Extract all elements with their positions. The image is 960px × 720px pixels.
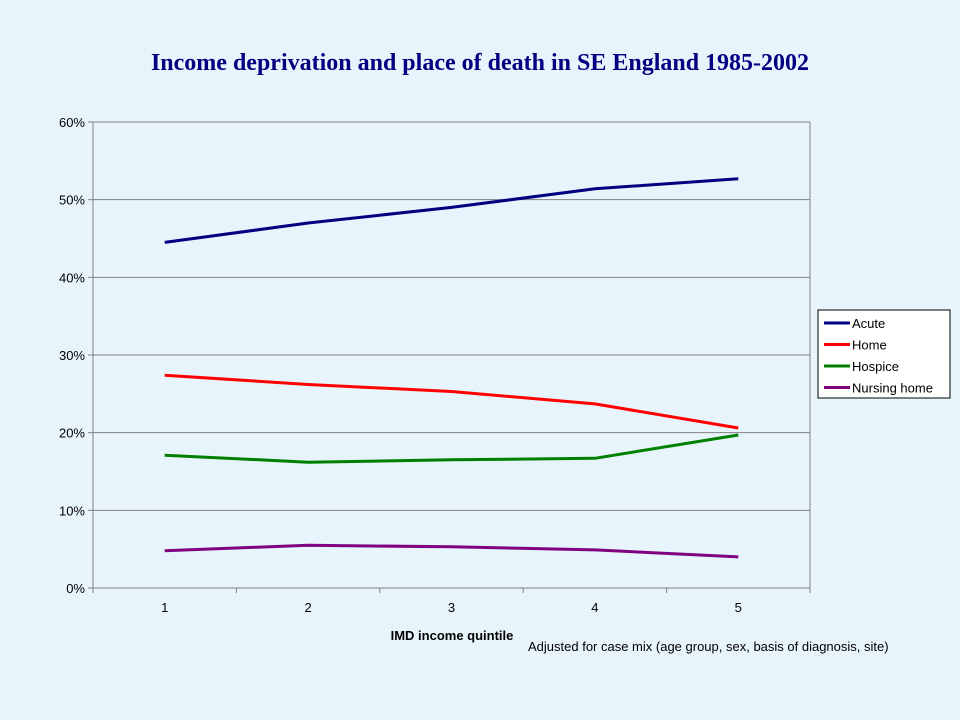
x-tick-label: 1 — [161, 600, 168, 615]
legend-label: Hospice — [852, 359, 899, 374]
y-tick-label: 20% — [59, 426, 85, 441]
y-axis-ticks: 0% 10% 20% 30% 40% 50% 60% — [59, 115, 93, 596]
series-lines — [164, 177, 739, 559]
series-line-hospice — [164, 433, 739, 464]
legend-label: Home — [852, 338, 887, 353]
legend: Acute Home Hospice Nursing home — [817, 309, 951, 399]
chart-note: Adjusted for case mix (age group, sex, b… — [528, 639, 889, 654]
y-tick-label: 50% — [59, 193, 85, 208]
x-tick-label: 3 — [448, 600, 455, 615]
y-tick-label: 60% — [59, 115, 85, 130]
x-tick-label: 2 — [304, 600, 311, 615]
chart-title: Income deprivation and place of death in… — [150, 50, 810, 76]
x-tick-label: 4 — [591, 600, 598, 615]
x-axis-label: IMD income quintile — [391, 628, 514, 643]
y-tick-label: 0% — [66, 581, 85, 596]
y-tick-label: 30% — [59, 348, 85, 363]
x-tick-label: 5 — [735, 600, 742, 615]
x-axis-ticks: 1 2 3 4 5 — [92, 588, 811, 615]
y-tick-label: 10% — [59, 503, 85, 518]
legend-label: Acute — [852, 316, 885, 331]
legend-box — [817, 309, 951, 399]
series-line-acute — [164, 177, 739, 244]
y-tick-label: 40% — [59, 270, 85, 285]
series-line-nursing-home — [164, 543, 739, 559]
grid-lines — [93, 199, 810, 511]
series-line-home — [164, 373, 739, 430]
legend-label: Nursing home — [852, 381, 933, 396]
